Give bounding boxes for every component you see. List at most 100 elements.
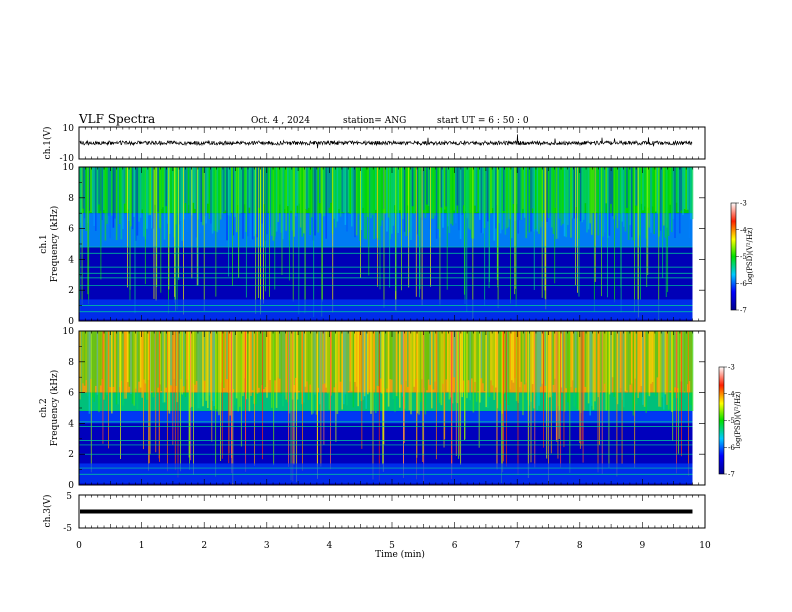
spectrogram-cell (511, 331, 513, 381)
spectrogram-cell (682, 331, 684, 394)
spectrogram-cell (378, 167, 380, 240)
spectrogram-cell (336, 331, 339, 415)
spectrogram-cell (490, 167, 492, 214)
spectrogram-cell (373, 167, 375, 240)
spectrogram-cell (186, 331, 188, 380)
spectrogram-cell (91, 167, 94, 214)
spectrogram-cell (349, 331, 351, 382)
spectrogram-cell (275, 331, 278, 408)
ch1-colorbar-gradient (730, 202, 737, 311)
spectrogram-cell (250, 167, 252, 241)
spectrogram-cell (363, 331, 366, 397)
spectrogram-cell (488, 331, 491, 397)
spectrogram-band (79, 213, 693, 248)
spectrogram-cell (119, 167, 121, 225)
spectrogram-cell (515, 167, 518, 205)
spectrogram-cell (632, 331, 635, 416)
spectrogram-band (79, 411, 693, 424)
spectrogram-cell (608, 331, 611, 395)
spectrogram-cell (128, 167, 131, 222)
spectrogram-cell (285, 331, 287, 400)
spectrogram-cell (125, 167, 127, 213)
spectrogram-cell (435, 167, 438, 239)
spectrogram-cell (651, 331, 654, 383)
spectrogram-cell (655, 331, 657, 397)
spectrogram-cell (307, 167, 310, 208)
spectrogram-cell (455, 331, 457, 402)
spectrogram-cell (491, 167, 494, 209)
spectrogram-cell (387, 331, 390, 407)
spectrogram-cell (432, 331, 435, 390)
spectrogram-cell (570, 331, 572, 388)
spectrogram-cell (485, 167, 487, 224)
spectrogram-cell (327, 167, 329, 221)
spectrogram-cell (418, 331, 420, 415)
spectrogram-cell (458, 167, 460, 231)
spectrogram-cell (648, 167, 651, 228)
spectrogram-cell (552, 167, 555, 234)
spectrogram-cell (387, 167, 390, 218)
spectrogram-cell (160, 331, 163, 391)
spectrogram-cell (429, 331, 431, 385)
spectrogram-cell (691, 167, 694, 220)
spectrogram-cell (170, 331, 172, 386)
spectrogram-cell (434, 331, 436, 382)
spectrogram-cell (319, 167, 321, 204)
spectrogram-cell (239, 331, 241, 407)
spectrogram-cell (91, 331, 94, 398)
spectrogram-cell (503, 167, 505, 211)
spectrogram-cell (391, 331, 393, 380)
spectrogram-cell (440, 331, 443, 406)
spectrogram-cell (568, 167, 571, 222)
spectrogram-cell (194, 331, 196, 385)
ch1-ytick-bottom: -10 (60, 154, 75, 164)
colorbar-tick-label: -6 (728, 444, 735, 452)
spectrogram-cell (546, 167, 548, 222)
spectrogram-cell (549, 331, 551, 398)
spectrogram-cell (163, 331, 166, 403)
spectrogram-cell (317, 167, 319, 233)
spectrogram-cell (95, 167, 97, 231)
spectrogram-cell (688, 331, 691, 382)
colorbar-tick-label: -7 (728, 471, 735, 479)
spectrogram-cell (656, 331, 659, 378)
spectrogram-cell (189, 167, 191, 219)
spectrogram-cell (499, 167, 502, 234)
spectrogram-cell (594, 331, 596, 402)
spectrogram-cell (135, 167, 137, 241)
spectrogram-cell (210, 167, 212, 224)
spectrogram-cell (491, 331, 494, 386)
low-frequency-noise (79, 463, 693, 484)
spectrogram-cell (205, 331, 207, 401)
spectrogram-cell (139, 167, 142, 218)
spectrogram-cell (207, 167, 209, 204)
spectrogram-cell (626, 331, 628, 391)
spectrogram-cell (173, 167, 175, 238)
spectrogram-cell (216, 331, 219, 412)
spectrogram-cell (328, 167, 331, 208)
freq-tick-label: 4 (68, 419, 74, 429)
spectrogram-cell (127, 331, 129, 383)
spectrogram-cell (477, 167, 479, 212)
freq-tick-label: 2 (68, 286, 74, 296)
spectrogram-cell (587, 167, 590, 230)
spectrogram-cell (683, 331, 686, 392)
spectrogram-cell (323, 167, 326, 217)
spectrogram-cell (509, 331, 511, 390)
ch3-waveform-ylabel: ch.3(V) (42, 495, 53, 528)
spectrogram-cell (427, 331, 430, 380)
spectrogram-cell (618, 167, 620, 221)
spectrogram-cell (683, 167, 686, 210)
spectrogram-cell (603, 167, 606, 233)
spectrogram-cell (434, 167, 436, 216)
spectrogram-cell (551, 167, 553, 228)
spectrogram-cell (539, 331, 542, 387)
spectrogram-cell (272, 167, 275, 241)
spectrogram-cell (623, 331, 625, 408)
freq-tick-label: 4 (68, 255, 74, 265)
spectrogram-cell (587, 331, 590, 404)
spectrogram-cell (104, 167, 107, 241)
spectrogram-cell (437, 167, 439, 229)
spectrogram-cell (299, 167, 302, 228)
spectrogram-cell (283, 331, 286, 396)
